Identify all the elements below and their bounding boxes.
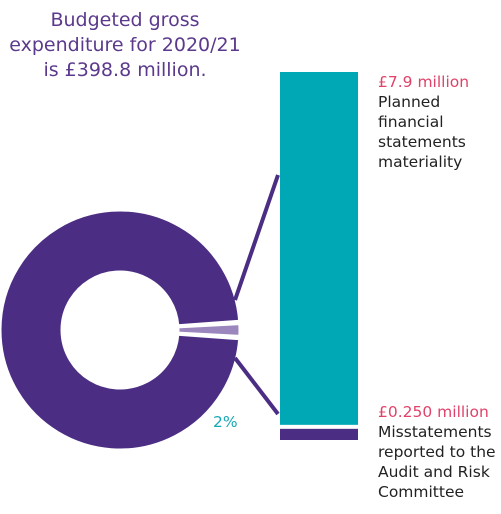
misstatements-line-4: Committee — [378, 483, 465, 501]
bar-segment-materiality — [280, 72, 358, 425]
donut-chart — [0, 208, 242, 452]
misstatements-line-2: reported to the — [378, 443, 496, 461]
materiality-amount: £7.9 million — [378, 73, 470, 91]
slice-percentage-label: 2% — [213, 413, 238, 431]
headline-line-3: is £398.8 million. — [43, 59, 207, 81]
donut-slice-remainder — [0, 208, 242, 452]
headline-line-1: Budgeted gross — [50, 9, 200, 31]
headline: Budgeted gross expenditure for 2020/21 i… — [0, 8, 250, 83]
misstatements-line-1: Misstatements — [378, 423, 492, 441]
misstatements-amount: £0.250 million — [378, 403, 489, 421]
stacked-bar — [280, 72, 358, 440]
connector-line-top — [233, 174, 280, 301]
materiality-line-4: materiality — [378, 153, 463, 171]
misstatements-label: £0.250 million Misstatements reported to… — [378, 402, 496, 502]
materiality-description: Planned financial statements materiality — [378, 92, 469, 172]
donut-slice-highlight — [176, 322, 242, 338]
connector-line-bottom — [233, 356, 280, 416]
materiality-line-3: statements — [378, 133, 466, 151]
headline-line-2: expenditure for 2020/21 — [9, 34, 241, 56]
bar-segment-misstatements — [280, 428, 358, 440]
misstatements-line-3: Audit and Risk — [378, 463, 490, 481]
materiality-line-1: Planned — [378, 93, 441, 111]
materiality-line-2: financial — [378, 113, 444, 131]
misstatements-description: Misstatements reported to the Audit and … — [378, 422, 496, 502]
materiality-label: £7.9 million Planned financial statement… — [378, 72, 469, 172]
connector-lines — [233, 174, 280, 416]
